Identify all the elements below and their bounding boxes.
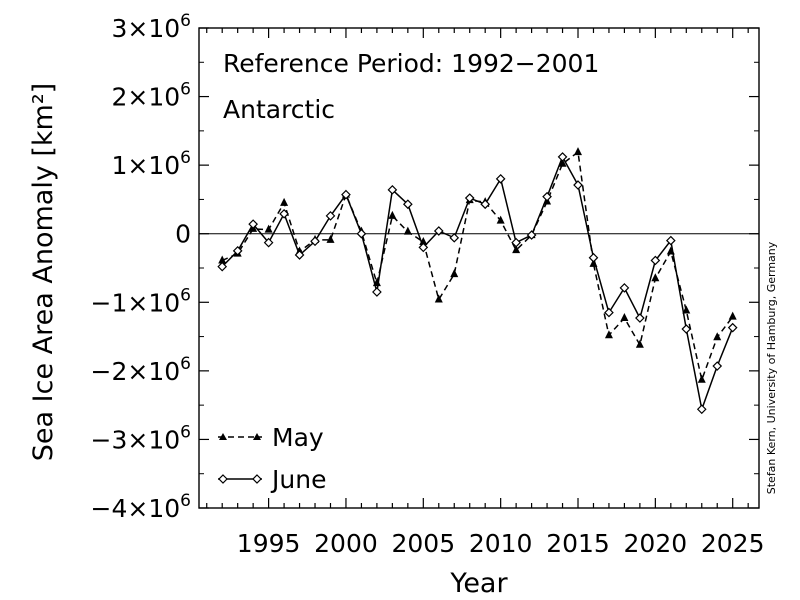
data-point-june [263, 237, 274, 248]
data-point-june [573, 180, 583, 190]
x-tick-label: 2005 [391, 529, 455, 558]
legend-label-june: June [270, 465, 326, 494]
data-point-june [588, 252, 599, 263]
legend-may-marker [253, 433, 261, 440]
data-point-june [557, 152, 568, 162]
data-point-june [248, 219, 258, 229]
legend-june-marker [218, 474, 228, 484]
x-tick-label: 2010 [469, 529, 533, 558]
data-point-june [526, 230, 537, 240]
credit-text: Stefan Kern, University of Hamburg, Germ… [765, 241, 778, 494]
data-point-june [449, 232, 460, 243]
data-point-june [294, 250, 305, 260]
legend-label-may: May [272, 423, 324, 452]
data-point-june [464, 193, 475, 203]
x-tick-label: 2020 [624, 529, 688, 558]
y-tick-label: −4×106 [91, 491, 191, 523]
y-tick-label: −2×106 [91, 354, 191, 386]
region-annotation: Antarctic [223, 95, 335, 124]
y-tick-label: 1×106 [112, 148, 192, 180]
data-point-may [651, 273, 660, 282]
x-tick-label: 2000 [314, 529, 378, 558]
y-tick-label: 2×106 [112, 80, 192, 112]
data-point-may [496, 215, 505, 224]
data-point-june [542, 191, 552, 202]
y-tick-label: 3×106 [112, 11, 192, 43]
y-axis-title: Sea Ice Area Anomaly [km²] [28, 83, 59, 461]
series-layer [217, 147, 738, 415]
data-point-june [681, 324, 692, 334]
data-point-may [604, 330, 613, 339]
data-point-may [326, 234, 335, 243]
reference-period-annotation: Reference Period: 1992−2001 [223, 49, 599, 78]
data-point-may [682, 305, 691, 314]
data-point-june [619, 283, 630, 293]
data-point-may [264, 224, 273, 233]
data-point-june [433, 226, 444, 236]
data-point-may [713, 332, 722, 341]
y-tick-label: 0 [175, 220, 191, 249]
data-point-may [635, 339, 644, 348]
y-axis-ticks: 3×106 2×106 1×106 0 −1×106 −2×106 −3×106 −4×106 [91, 11, 759, 523]
data-point-may [728, 311, 737, 320]
data-point-june [356, 228, 367, 239]
x-tick-label: 2015 [546, 529, 610, 558]
data-point-june [310, 236, 320, 247]
data-point-may [512, 245, 521, 254]
data-point-june [665, 235, 676, 246]
data-point-may [218, 255, 227, 264]
legend: May June [218, 423, 326, 494]
data-point-june [418, 242, 429, 253]
data-point-may [558, 158, 567, 167]
data-point-may [620, 313, 629, 322]
data-point-may [434, 294, 443, 303]
data-point-june [696, 404, 707, 415]
data-point-may [388, 210, 397, 219]
data-point-june [372, 287, 382, 297]
data-point-june [480, 199, 491, 210]
data-point-june [727, 322, 738, 333]
data-point-june [341, 189, 351, 200]
data-point-june [495, 174, 506, 184]
legend-entry-june: June [218, 465, 326, 494]
data-point-june [325, 211, 336, 221]
data-point-june [712, 361, 723, 371]
data-point-june [217, 261, 228, 272]
legend-entry-may: May [218, 423, 324, 452]
x-tick-label: 2025 [701, 529, 765, 558]
data-point-june [604, 307, 614, 318]
data-point-may [403, 226, 412, 235]
x-tick-label: 1995 [237, 529, 301, 558]
series-line-june [221, 155, 734, 413]
x-axis-ticks: 1995 2000 2005 2010 2015 2020 2025 [206, 28, 765, 558]
legend-june-marker [252, 474, 262, 484]
data-point-june [650, 255, 661, 266]
data-point-may [697, 374, 706, 383]
data-point-june [279, 208, 289, 219]
data-point-june [635, 313, 645, 323]
data-point-june [232, 246, 243, 256]
data-point-june [511, 237, 521, 248]
y-tick-label: −1×106 [91, 285, 191, 317]
data-point-may [450, 269, 459, 278]
data-point-may [574, 147, 583, 156]
legend-may-marker [219, 433, 227, 440]
data-point-june [402, 199, 413, 210]
data-point-may [280, 197, 289, 206]
y-tick-label: −3×106 [91, 422, 191, 454]
series-line-may [221, 150, 734, 383]
data-point-june [387, 184, 398, 195]
x-axis-title: Year [449, 568, 508, 599]
